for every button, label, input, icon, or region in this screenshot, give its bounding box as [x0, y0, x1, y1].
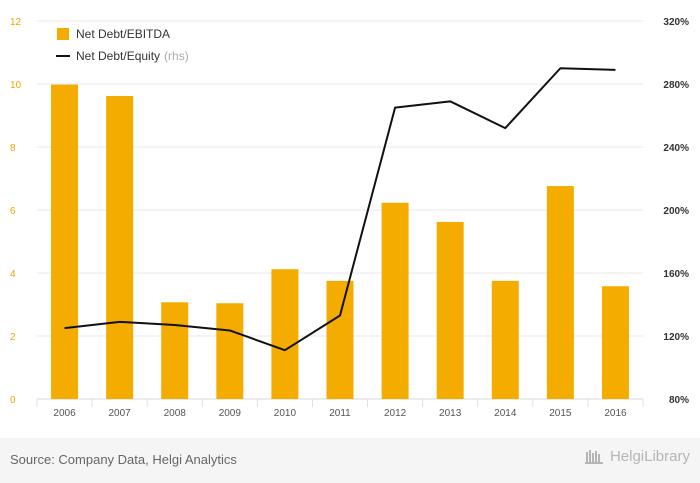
bar [326, 280, 354, 399]
library-logo-icon [584, 449, 603, 464]
right-tick-label: 240% [663, 143, 689, 154]
bar-series [51, 84, 629, 399]
left-tick-label: 0 [10, 395, 16, 406]
right-tick-label: 160% [663, 269, 689, 280]
right-tick-label: 200% [663, 206, 689, 217]
left-tick-label: 12 [10, 17, 22, 28]
x-axis: 2006 2007 2008 2009 2010 2011 2012 2013 2014 2015… [53, 408, 627, 419]
legend-line-label: Net Debt/Equity [76, 49, 160, 63]
right-axis: 80% 120% 160% 200% 240% 280% 320% [663, 17, 689, 406]
left-tick-label: 2 [10, 332, 16, 343]
footer: Source: Company Data, Helgi Analytics He… [0, 438, 700, 483]
bar [271, 269, 299, 399]
right-tick-label: 120% [663, 332, 689, 343]
bar [436, 221, 464, 399]
source-text: Source: Company Data, Helgi Analytics [10, 452, 237, 467]
right-tick-label: 80% [669, 395, 689, 406]
x-tick-label: 2007 [109, 408, 132, 419]
x-tick-label: 2014 [494, 408, 517, 419]
chart: 0 2 4 6 8 10 12 80% 120% 160% 200% 240% 280% 320% 20… [10, 17, 689, 419]
gridlines [36, 20, 644, 407]
legend: Net Debt/EBITDA Net Debt/Equity (rhs) [56, 27, 189, 63]
right-tick-label: 280% [663, 80, 689, 91]
bar [546, 186, 574, 399]
brand[interactable]: HelgiLibrary [584, 448, 690, 465]
left-tick-label: 4 [10, 269, 16, 280]
line-series [64, 67, 616, 352]
left-tick-label: 8 [10, 143, 16, 154]
x-tick-label: 2009 [219, 408, 242, 419]
x-tick-label: 2013 [439, 408, 462, 419]
x-tick-label: 2010 [274, 408, 297, 419]
x-tick-label: 2016 [604, 408, 627, 419]
bar [51, 84, 79, 399]
left-tick-label: 6 [10, 206, 16, 217]
x-tick-label: 2006 [53, 408, 76, 419]
x-tick-label: 2015 [549, 408, 572, 419]
x-tick-label: 2012 [384, 408, 407, 419]
right-tick-label: 320% [663, 17, 689, 28]
bar [381, 202, 409, 399]
legend-bar-swatch [57, 28, 69, 40]
x-tick-label: 2008 [164, 408, 187, 419]
bar [601, 286, 629, 399]
bar [106, 95, 134, 399]
left-axis: 0 2 4 6 8 10 12 [10, 17, 22, 406]
left-tick-label: 10 [10, 80, 22, 91]
brand-name: HelgiLibrary [609, 448, 690, 465]
legend-bar-label: Net Debt/EBITDA [76, 27, 170, 41]
bar [216, 303, 244, 399]
legend-line-suffix: (rhs) [164, 49, 189, 63]
bar [491, 280, 519, 399]
legend-line-text: Net Debt/Equity (rhs) [76, 49, 189, 63]
x-tick-label: 2011 [329, 408, 351, 419]
bar [161, 302, 189, 399]
